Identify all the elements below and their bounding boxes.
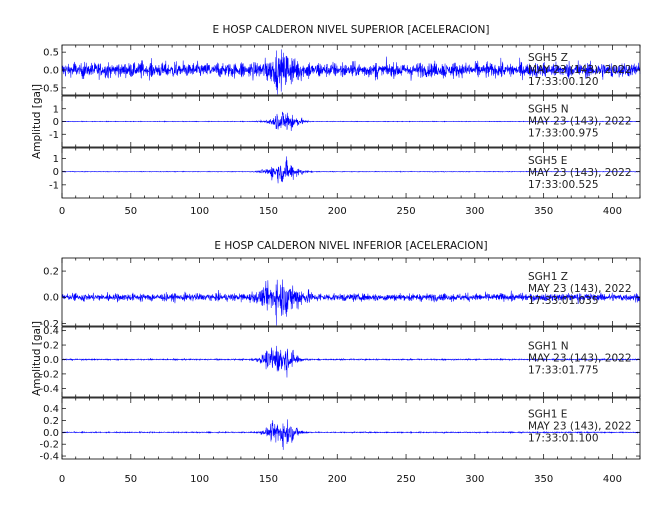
y-tick-label: 0.0 <box>43 355 59 366</box>
trace-date-label: MAY 23 (143), 2022 <box>528 64 632 76</box>
y-tick-label: 0.0 <box>43 66 59 77</box>
chart-title: E HOSP CALDERON NIVEL SUPERIOR [ACELERAC… <box>213 24 490 36</box>
trace-date-label: MAY 23 (143), 2022 <box>528 167 632 179</box>
waveform-line <box>61 279 641 326</box>
trace-channel-label: SGH1 E <box>528 409 567 421</box>
chart-title: E HOSP CALDERON NIVEL INFERIOR [ACELERAC… <box>214 240 487 252</box>
y-tick-label: -0.2 <box>39 369 59 380</box>
trace-date-label: MAY 23 (143), 2022 <box>528 352 632 364</box>
y-tick-label: -0.4 <box>39 452 59 463</box>
y-tick-label: -1 <box>49 180 59 191</box>
y-tick-label: 0.0 <box>43 428 59 439</box>
x-tick-label: 300 <box>465 206 484 217</box>
x-tick-label: 50 <box>124 206 137 217</box>
x-tick-label: 300 <box>465 474 484 485</box>
y-tick-label: 0 <box>53 167 59 178</box>
trace-date-label: MAY 23 (143), 2022 <box>528 421 632 433</box>
y-tick-label: 1 <box>53 104 59 115</box>
y-tick-label: 0.5 <box>43 48 59 59</box>
y-tick-label: -0.5 <box>39 83 59 94</box>
y-tick-label: 0.4 <box>43 326 59 337</box>
waveform-line <box>61 345 641 378</box>
x-tick-label: 100 <box>190 474 209 485</box>
trace-date-label: MAY 23 (143), 2022 <box>528 115 632 127</box>
trace-time-label: 17:33:01.775 <box>528 364 599 376</box>
x-tick-label: 0 <box>59 474 65 485</box>
trace-channel-label: SGH1 Z <box>528 271 568 283</box>
trace-time-label: 17:33:01.035 <box>528 295 599 307</box>
x-tick-label: 0 <box>59 206 65 217</box>
waveform-line <box>61 111 641 131</box>
trace-time-label: 17:33:00.975 <box>528 127 599 139</box>
y-tick-label: 0.2 <box>43 267 59 278</box>
waveform-line <box>61 419 641 450</box>
y-tick-label: -1 <box>49 130 59 141</box>
y-tick-label: 0 <box>53 117 59 128</box>
y-axis-label: Amplitud [gal] <box>31 321 43 396</box>
x-tick-label: 250 <box>397 206 416 217</box>
x-tick-label: 250 <box>397 474 416 485</box>
x-tick-label: 100 <box>190 206 209 217</box>
trace-channel-label: SGH5 N <box>528 103 569 115</box>
waveform-line <box>61 156 641 184</box>
trace-date-label: MAY 23 (143), 2022 <box>528 283 632 295</box>
trace-channel-label: SGH5 Z <box>528 52 568 64</box>
trace-time-label: 17:33:00.525 <box>528 179 599 191</box>
x-tick-label: 400 <box>603 206 622 217</box>
waveform-line <box>61 49 641 95</box>
trace-time-label: 17:33:01.100 <box>528 433 599 445</box>
x-tick-label: 350 <box>534 474 553 485</box>
x-tick-label: 400 <box>603 474 622 485</box>
y-tick-label: -0.2 <box>39 440 59 451</box>
y-tick-label: 0.0 <box>43 293 59 304</box>
y-tick-label: -0.4 <box>39 384 59 395</box>
trace-time-label: 17:33:00.120 <box>528 76 599 88</box>
x-tick-label: 200 <box>328 474 347 485</box>
x-tick-label: 50 <box>124 474 137 485</box>
y-tick-label: -0.2 <box>39 319 59 330</box>
chart-group-1: E HOSP CALDERON NIVEL SUPERIOR [ACELERAC… <box>31 24 641 217</box>
trace-channel-label: SGH5 E <box>528 155 567 167</box>
x-tick-label: 150 <box>259 206 278 217</box>
x-tick-label: 350 <box>534 206 553 217</box>
chart-group-2: E HOSP CALDERON NIVEL INFERIOR [ACELERAC… <box>31 240 641 485</box>
y-tick-label: 0.2 <box>43 341 59 352</box>
y-axis-label: Amplitud [gal] <box>31 84 43 159</box>
y-tick-label: 0.2 <box>43 416 59 427</box>
x-tick-label: 150 <box>259 474 278 485</box>
x-tick-label: 200 <box>328 206 347 217</box>
y-tick-label: 1 <box>53 154 59 165</box>
trace-channel-label: SGH1 N <box>528 340 569 352</box>
y-tick-label: 0.4 <box>43 404 59 415</box>
